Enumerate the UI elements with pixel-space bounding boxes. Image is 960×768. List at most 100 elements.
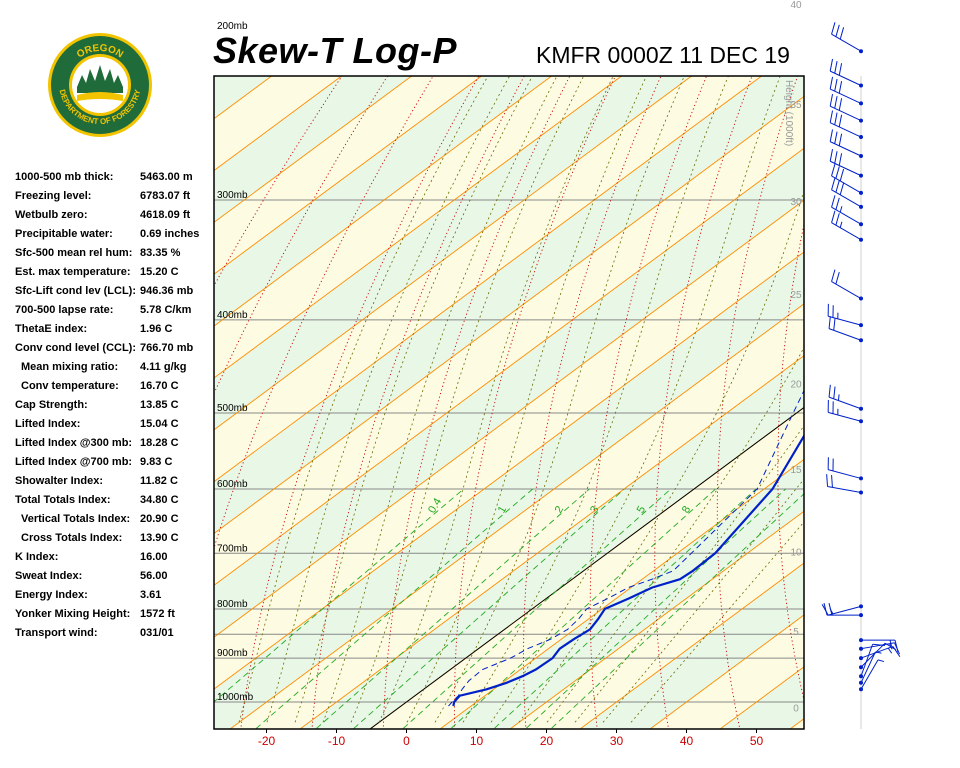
x-tick-label: -20 [258, 734, 276, 748]
wind-barb [859, 645, 901, 661]
wind-barb-feather [834, 96, 838, 109]
stat-label: Yonker Mixing Height: [15, 608, 131, 620]
stat-value: 0.69 inches [140, 228, 200, 240]
mixing-ratio-label: 3 [588, 504, 601, 515]
stat-label: Lifted Index @700 mb: [15, 456, 133, 468]
isobar-label: 400mb [217, 310, 248, 321]
stat-label: Transport wind: [15, 627, 98, 639]
stat-label: 700-500 lapse rate: [15, 304, 114, 316]
dry-adiabat [837, 0, 960, 742]
wind-barb-dot [859, 665, 863, 670]
wind-barb-feather [834, 78, 838, 92]
isotherm-line [214, 76, 413, 223]
wind-barb-dot [859, 687, 863, 692]
svg-text:OREGON: OREGON [75, 43, 125, 61]
wind-barb-half-feather [829, 608, 834, 615]
plot-area: 0.4 1 2 3 5 8 [214, 0, 960, 742]
wind-barb-feather [835, 24, 840, 37]
x-tick-label: 40 [680, 734, 694, 748]
isotherm-band [214, 96, 804, 586]
height-tick-label: 30 [790, 197, 802, 208]
wind-barb [831, 195, 863, 227]
wind-barb-feather [829, 149, 834, 162]
x-tick-label: 20 [540, 734, 554, 748]
wind-barb-dot [859, 190, 863, 195]
wind-barb-dot [859, 237, 863, 242]
wind-barb-feather [831, 269, 836, 282]
dry-adiabat [777, 222, 804, 702]
x-tick-label: 50 [750, 734, 764, 748]
wind-barb-dot [859, 646, 863, 651]
stat-value: 9.83 C [140, 456, 173, 468]
height-tick-label: 35 [790, 100, 802, 111]
isobar-label: 1000mb [217, 692, 254, 703]
dewpoint-series [448, 389, 804, 707]
wind-barb-staff [829, 70, 862, 86]
isotherm-line [439, 458, 804, 729]
wind-barb [829, 58, 863, 88]
stat-label: Sfc-Lift cond lev (LCL): [15, 285, 136, 297]
wind-barb [831, 177, 863, 209]
dry-adiabat [214, 76, 343, 287]
wind-barb-staff [828, 396, 862, 410]
stat-label: Sfc-500 mean rel hum: [15, 247, 133, 259]
stat-value: 16.00 [140, 551, 168, 563]
stat-label: Conv cond level (CCL): [15, 342, 137, 354]
height-tick-label: 40 [790, 0, 802, 11]
wind-barb-feather [838, 81, 843, 94]
wind-barb-staff [829, 88, 862, 104]
stat-value: 5.78 C/km [140, 304, 192, 316]
wind-barb-dot [859, 674, 863, 679]
wind-barb-half-feather [889, 643, 893, 650]
wind-barb-feather [829, 58, 834, 72]
stat-value: 4618.09 ft [140, 209, 191, 221]
wind-barb [859, 659, 885, 692]
wind-barb [831, 269, 863, 301]
isotherm-line [214, 76, 693, 431]
wind-barb-feather [828, 384, 831, 398]
stat-value: 1.96 C [140, 323, 173, 335]
wind-barb-feather [838, 114, 843, 128]
stat-label: Lifted Index: [15, 418, 81, 430]
stat-value: 18.28 C [140, 437, 179, 449]
wind-barb [831, 22, 863, 54]
stat-label: Total Totals Index: [15, 494, 111, 506]
wind-barb [827, 303, 863, 328]
dry-adiabat [894, 0, 960, 742]
stat-value: 6783.07 ft [140, 190, 191, 202]
wind-barb-feather [892, 646, 901, 657]
stat-label: Cross Totals Index: [21, 532, 123, 544]
wind-barb-dot [859, 338, 863, 343]
wind-barb-feather [834, 151, 838, 164]
wind-barb-feather [829, 129, 834, 142]
isotherm-line [214, 76, 553, 327]
stat-value: 766.70 mb [140, 342, 194, 354]
stat-value: 11.82 C [140, 475, 178, 487]
wind-barb-half-feather [887, 647, 893, 654]
wind-barb-staff [831, 281, 862, 299]
isobar-label: 600mb [217, 479, 248, 490]
isotherm-line [214, 95, 804, 535]
station-time-label: KMFR 0000Z 11 DEC 19 [536, 42, 790, 68]
dry-adiabat [949, 0, 960, 742]
height-tick-label: 25 [790, 290, 802, 301]
wind-barb-feather [835, 271, 840, 285]
wind-barb-staff [860, 659, 879, 690]
wind-barb [828, 316, 863, 343]
wind-barb-feather [828, 316, 831, 329]
wind-barb-staff [831, 222, 862, 241]
wind-barb-dot [859, 154, 863, 159]
stat-value: 4.11 g/kg [140, 361, 187, 373]
wind-barb-feather [894, 639, 899, 653]
wind-barb-dot [859, 638, 863, 643]
wind-barb-staff [828, 469, 862, 479]
stat-value: 5463.00 m [140, 171, 193, 183]
wind-barb-staff [828, 411, 862, 422]
moist-adiabat [602, 478, 804, 723]
logo-text-top: OREGON [75, 43, 125, 61]
wind-barb-feather [831, 163, 836, 177]
isobar-label: 700mb [217, 543, 248, 554]
wind-barb-feather [829, 76, 834, 90]
dry-adiabat [311, 76, 525, 729]
